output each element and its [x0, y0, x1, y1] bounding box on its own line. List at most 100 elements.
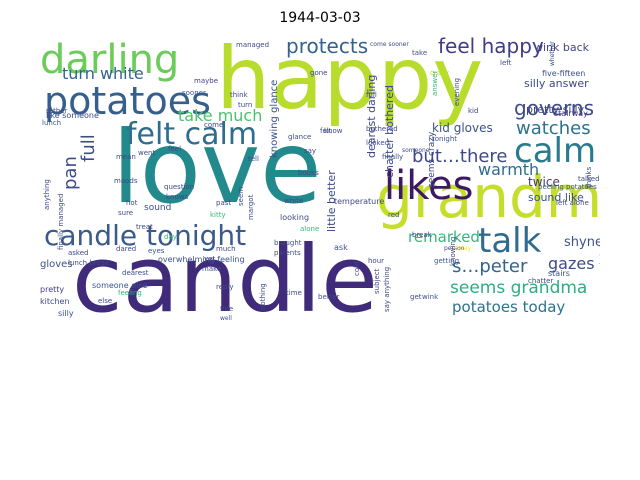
word-crazy: crazy — [430, 69, 449, 77]
word-seem: seem — [237, 186, 245, 206]
word-talked: talked — [578, 175, 600, 183]
word-someone: someone — [402, 147, 430, 154]
word-better: better — [318, 293, 340, 301]
word-nothing: nothing — [259, 283, 267, 310]
word-someone-else: someone else — [92, 281, 148, 290]
word-cold: cold — [353, 261, 361, 276]
word-governs: governs — [514, 96, 595, 120]
word-went: went — [138, 149, 156, 157]
word-turn: turn — [238, 101, 253, 109]
word-eyes: eyes — [148, 247, 165, 255]
word-likes: likes — [384, 163, 474, 209]
word-well: well — [220, 315, 232, 322]
word-alone: alone — [300, 225, 320, 233]
word-like-someone: like someone — [46, 111, 99, 120]
word-full: full — [78, 134, 99, 162]
word-make: make — [202, 265, 222, 273]
word-kitchen: kitchen — [40, 297, 70, 306]
word-books: books — [298, 169, 319, 177]
word-today: today — [454, 245, 472, 252]
word-take-much: take much — [178, 106, 263, 125]
word-stairway: stairway — [554, 109, 588, 118]
word-remarked: remarked — [408, 228, 480, 246]
word-sooner: sooner — [182, 89, 206, 97]
word-grandma: grandma — [376, 163, 600, 231]
word-take: take — [412, 49, 428, 57]
word-potatoes: potatoes — [44, 79, 211, 123]
word-felt: felt — [320, 127, 332, 135]
word-felt-calm: felt calm — [126, 117, 258, 152]
word-glance: glance — [288, 133, 312, 141]
word-calm: calm — [514, 131, 597, 171]
word-love: love — [112, 109, 322, 226]
word-seems-grandma: seems grandma — [450, 278, 588, 298]
word-seems-crazy: seems crazy — [427, 131, 437, 188]
word-knowing: knowing — [449, 236, 457, 266]
word-anything: anything — [43, 179, 51, 210]
word-much: much — [216, 245, 236, 253]
word-brought: brought — [274, 239, 302, 247]
word-margot: margot — [247, 194, 255, 220]
word-know: know — [324, 127, 343, 135]
word-pretty-silly: pretty silly — [526, 103, 585, 116]
word-come-sooner: come sooner — [370, 41, 409, 48]
word-finally: finally — [382, 153, 404, 161]
word-looking: looking — [280, 213, 310, 222]
word-feeling: feeling — [118, 289, 142, 297]
word-kid: kid — [468, 107, 479, 115]
word-temperature: temperature — [334, 197, 385, 206]
word-time: time — [286, 289, 302, 297]
word-full-small: full — [366, 91, 377, 99]
word-dared: dared — [116, 245, 137, 253]
word-looked: looked — [366, 139, 390, 147]
word-come: come — [204, 121, 224, 129]
word-gone: gone — [310, 69, 328, 77]
word-hot: hot — [126, 199, 138, 207]
word-dearest-darling: dearest darling — [365, 74, 378, 158]
word-question: question — [164, 183, 195, 191]
chart-title: 1944-03-03 — [279, 10, 361, 26]
word-hour: hour — [368, 257, 385, 265]
word-treat: treat — [136, 223, 153, 231]
word-s-peter: s…peter — [452, 256, 528, 277]
word-candle: candle — [72, 226, 378, 323]
word-kitty: kitty — [210, 211, 226, 219]
word-chatter-bothered: chatter bothered — [383, 85, 396, 178]
word-white: white — [284, 197, 304, 205]
word-kid-gloves: kid gloves — [432, 121, 493, 135]
word-potatoes-today: potatoes today — [452, 298, 566, 316]
word-sound: sound — [144, 203, 172, 213]
word-tell: tell — [248, 155, 259, 163]
word-getting: getting — [434, 257, 460, 265]
word-day: day — [164, 233, 177, 241]
word-dearest: dearest — [122, 269, 149, 277]
word-whether: whether — [549, 41, 556, 66]
word-tonight: tonight — [432, 135, 458, 143]
word-silly: silly — [58, 309, 74, 318]
word-feel-happy: feel happy — [438, 36, 544, 58]
word-stairs: stairs — [548, 269, 570, 278]
word-knows: knows — [166, 193, 189, 201]
word-little-better: little better — [325, 170, 338, 232]
word-say: say — [304, 147, 317, 155]
word-wink: wink — [422, 293, 439, 301]
word-protects: protects — [286, 36, 369, 58]
word-left-alone: left alone — [556, 199, 589, 207]
word-ask: ask — [334, 243, 348, 252]
word-happy: happy — [216, 36, 484, 129]
word-sure: sure — [118, 209, 134, 217]
word-bothered: bothered — [366, 125, 398, 133]
word-sound-like: sound like — [528, 191, 584, 204]
word-lunch: lunch — [42, 119, 62, 127]
word-turn-white: turn white — [62, 64, 144, 83]
word-wink-back: wink back — [534, 41, 590, 54]
word-reply: reply — [216, 283, 234, 291]
word-gloves: gloves — [40, 259, 73, 270]
word-cloud: love candle happy grandma darling potato… — [40, 36, 600, 322]
word-watches: watches — [516, 118, 591, 139]
word-think: think — [230, 91, 248, 99]
word-twice: twice — [528, 175, 560, 189]
word-moods: moods — [114, 177, 138, 185]
word-parents: parents — [274, 249, 301, 257]
word-talk: talk — [478, 221, 542, 261]
